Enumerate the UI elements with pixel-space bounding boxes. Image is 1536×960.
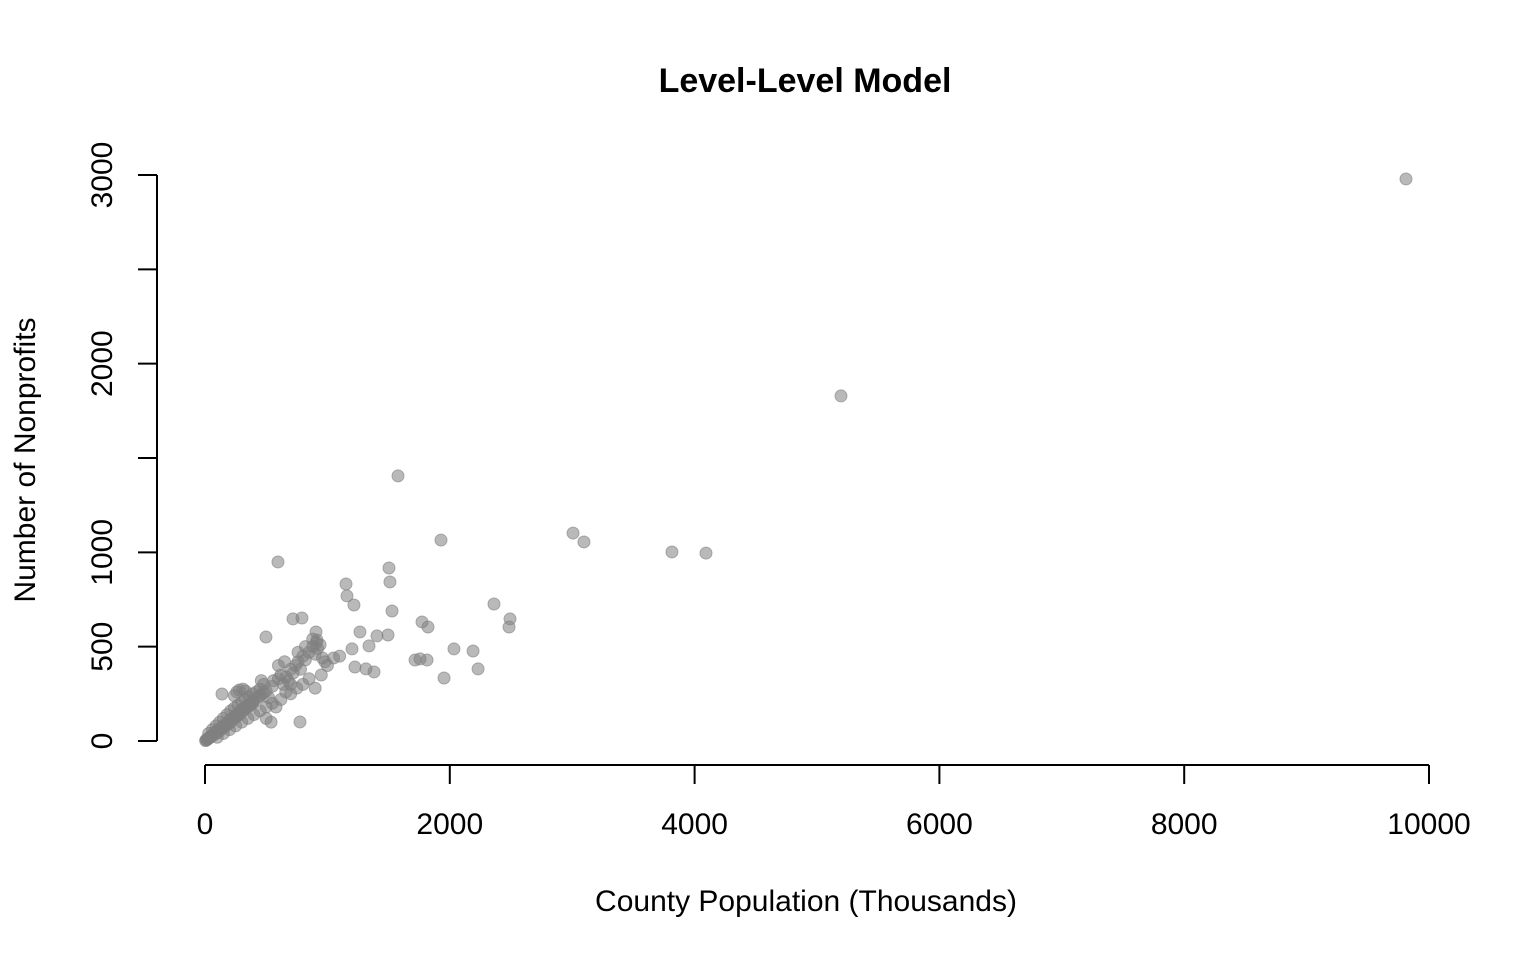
x-axis-label: County Population (Thousands) [595,885,1017,918]
data-point [420,653,434,667]
data-point [362,639,376,653]
data-points [199,172,1413,748]
data-point [437,671,451,685]
data-point [382,561,396,575]
data-point [466,644,480,658]
x-tick-label: 8000 [1151,808,1218,841]
data-point [333,649,347,663]
x-tick-label: 6000 [906,808,973,841]
data-point [471,662,485,676]
y-tick-label: 3000 [86,142,119,209]
data-point [487,597,501,611]
data-point [314,668,328,682]
data-point [385,604,399,618]
data-point [340,589,354,603]
x-tick-label: 2000 [416,808,483,841]
data-point [391,469,405,483]
data-point [259,711,273,725]
y-tick-label: 0 [86,733,119,750]
y-tick-label: 500 [86,622,119,672]
y-tick-label: 1000 [86,519,119,586]
data-point [347,598,361,612]
data-point [370,629,384,643]
x-tick-label: 10000 [1387,808,1470,841]
data-point [271,555,285,569]
x-tick-label: 0 [197,808,214,841]
y-axis-ticks: 0 500 1000 2000 3000 [86,142,157,750]
data-point [447,642,461,656]
data-point [367,665,381,679]
data-point [271,659,285,673]
data-point [566,526,580,540]
data-point [348,660,362,674]
data-point [502,620,516,634]
data-point [665,545,679,559]
data-point [302,672,316,686]
y-tick-label: 2000 [86,330,119,397]
data-point [293,715,307,729]
data-point [353,625,367,639]
data-point [284,677,298,691]
x-axis-ticks: 0 2000 4000 6000 8000 10000 [197,765,1471,841]
data-point [259,630,273,644]
data-point [215,687,229,701]
data-point [309,636,323,650]
data-point [254,674,268,688]
data-point [421,620,435,634]
data-point [227,689,241,703]
chart-title: Level-Level Model [659,62,952,100]
data-point [345,642,359,656]
y-axis-label: Number of Nonprofits [9,317,42,602]
data-point [577,535,591,549]
data-point [383,575,397,589]
x-tick-label: 4000 [661,808,728,841]
data-point [381,628,395,642]
data-point [308,681,322,695]
data-point [834,389,848,403]
data-point [262,691,276,705]
data-point [295,611,309,625]
data-point [1399,172,1413,186]
data-point [699,546,713,560]
data-point [434,533,448,547]
data-point [339,577,353,591]
